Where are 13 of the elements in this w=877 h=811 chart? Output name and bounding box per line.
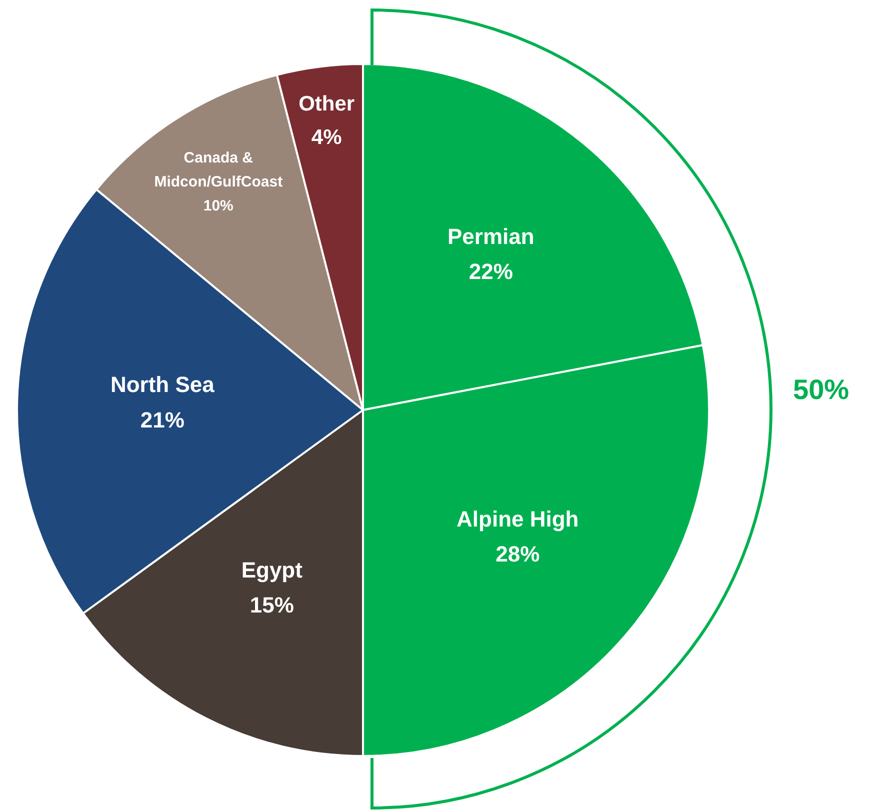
slice-label: North Sea [110, 372, 216, 398]
slice-label: Egypt [241, 557, 304, 582]
text: 50% [793, 374, 850, 406]
slice-label: Canada & Midcon/GulfCoast [154, 149, 283, 190]
data-label: 21% [140, 407, 184, 432]
data-label: 10% [203, 197, 234, 214]
data-label: 22% [468, 259, 513, 284]
data-label: 28% [496, 542, 540, 567]
slice-label: Other [298, 92, 355, 116]
slice-label: Permian [448, 224, 534, 249]
slice-label: Alpine High [456, 506, 579, 532]
data-label: 4% [311, 126, 342, 150]
data-label: 15% [250, 592, 294, 618]
